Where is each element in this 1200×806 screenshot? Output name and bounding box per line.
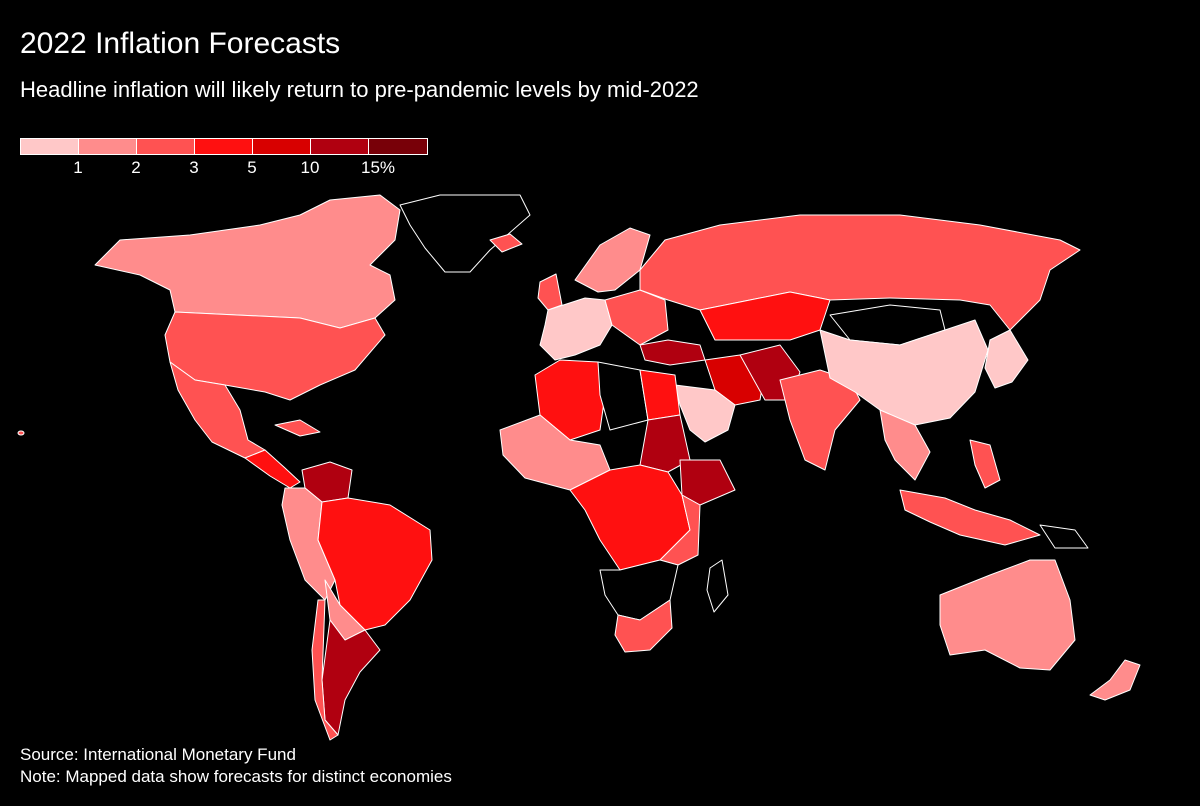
region-papua-new-guinea — [1039, 524, 1089, 549]
region-sudan — [639, 414, 691, 473]
region-scandinavia — [574, 227, 651, 293]
data-note: Note: Mapped data show forecasts for dis… — [20, 767, 452, 786]
chart-footer: Source: International Monetary Fund Note… — [20, 744, 452, 788]
region-argentina — [321, 619, 381, 736]
legend-swatch-1 — [21, 139, 79, 154]
legend-tick: 10 — [300, 158, 320, 177]
legend-swatch-4 — [195, 139, 253, 154]
region-korea-japan — [984, 329, 1029, 389]
source-note: Source: International Monetary Fund — [20, 745, 296, 764]
region-ethiopia-kenya — [679, 459, 736, 506]
region-brazil — [317, 497, 433, 631]
legend-tick: 2 — [131, 158, 141, 177]
region-new-zealand — [1089, 659, 1141, 701]
chart-subtitle: Headline inflation will likely return to… — [20, 77, 699, 102]
legend-tick: 15% — [360, 158, 396, 177]
region-south-africa — [614, 599, 673, 653]
legend-tick: 1 — [73, 158, 83, 177]
region-cuba — [274, 419, 321, 437]
legend-tick: 3 — [189, 158, 199, 177]
legend-swatch-2 — [79, 139, 137, 154]
region-hawaii — [17, 430, 25, 436]
region-central-america — [244, 449, 301, 489]
region-southeast-asia — [879, 409, 931, 481]
region-eastern-europe — [604, 289, 669, 346]
region-libya — [597, 361, 649, 431]
legend-color-bar — [20, 138, 428, 155]
region-australia — [939, 559, 1076, 671]
legend-swatch-5 — [253, 139, 311, 154]
legend-swatch-3 — [137, 139, 195, 154]
region-saudi-arabia — [674, 384, 736, 443]
region-chile — [311, 599, 339, 741]
region-greenland — [399, 194, 531, 273]
color-legend: 1 2 3 5 10 15% — [20, 138, 428, 183]
region-madagascar — [706, 559, 729, 613]
region-china — [819, 319, 989, 426]
region-turkey — [639, 339, 706, 366]
world-map — [17, 194, 1141, 741]
region-philippines — [969, 439, 1001, 489]
region-iceland — [489, 233, 523, 253]
region-canada — [94, 194, 401, 329]
legend-swatch-6 — [311, 139, 369, 154]
legend-tick: 5 — [247, 158, 257, 177]
legend-swatch-7 — [369, 139, 427, 154]
region-western-europe — [539, 297, 613, 361]
region-indonesia — [899, 489, 1041, 546]
chart-title: 2022 Inflation Forecasts — [20, 27, 341, 60]
region-uk-ireland — [537, 273, 563, 311]
